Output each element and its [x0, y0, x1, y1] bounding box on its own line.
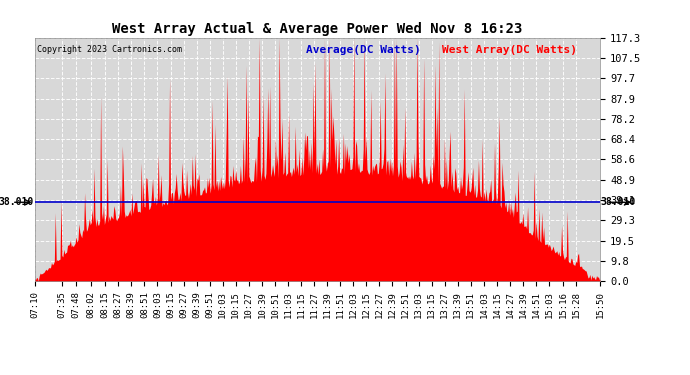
Title: West Array Actual & Average Power Wed Nov 8 16:23: West Array Actual & Average Power Wed No… — [112, 22, 522, 36]
Text: West Array(DC Watts): West Array(DC Watts) — [442, 45, 577, 55]
Text: Copyright 2023 Cartronics.com: Copyright 2023 Cartronics.com — [37, 45, 182, 54]
Text: 38.010: 38.010 — [601, 197, 636, 207]
Text: Average(DC Watts): Average(DC Watts) — [306, 45, 421, 55]
Text: 38.010: 38.010 — [0, 197, 34, 207]
